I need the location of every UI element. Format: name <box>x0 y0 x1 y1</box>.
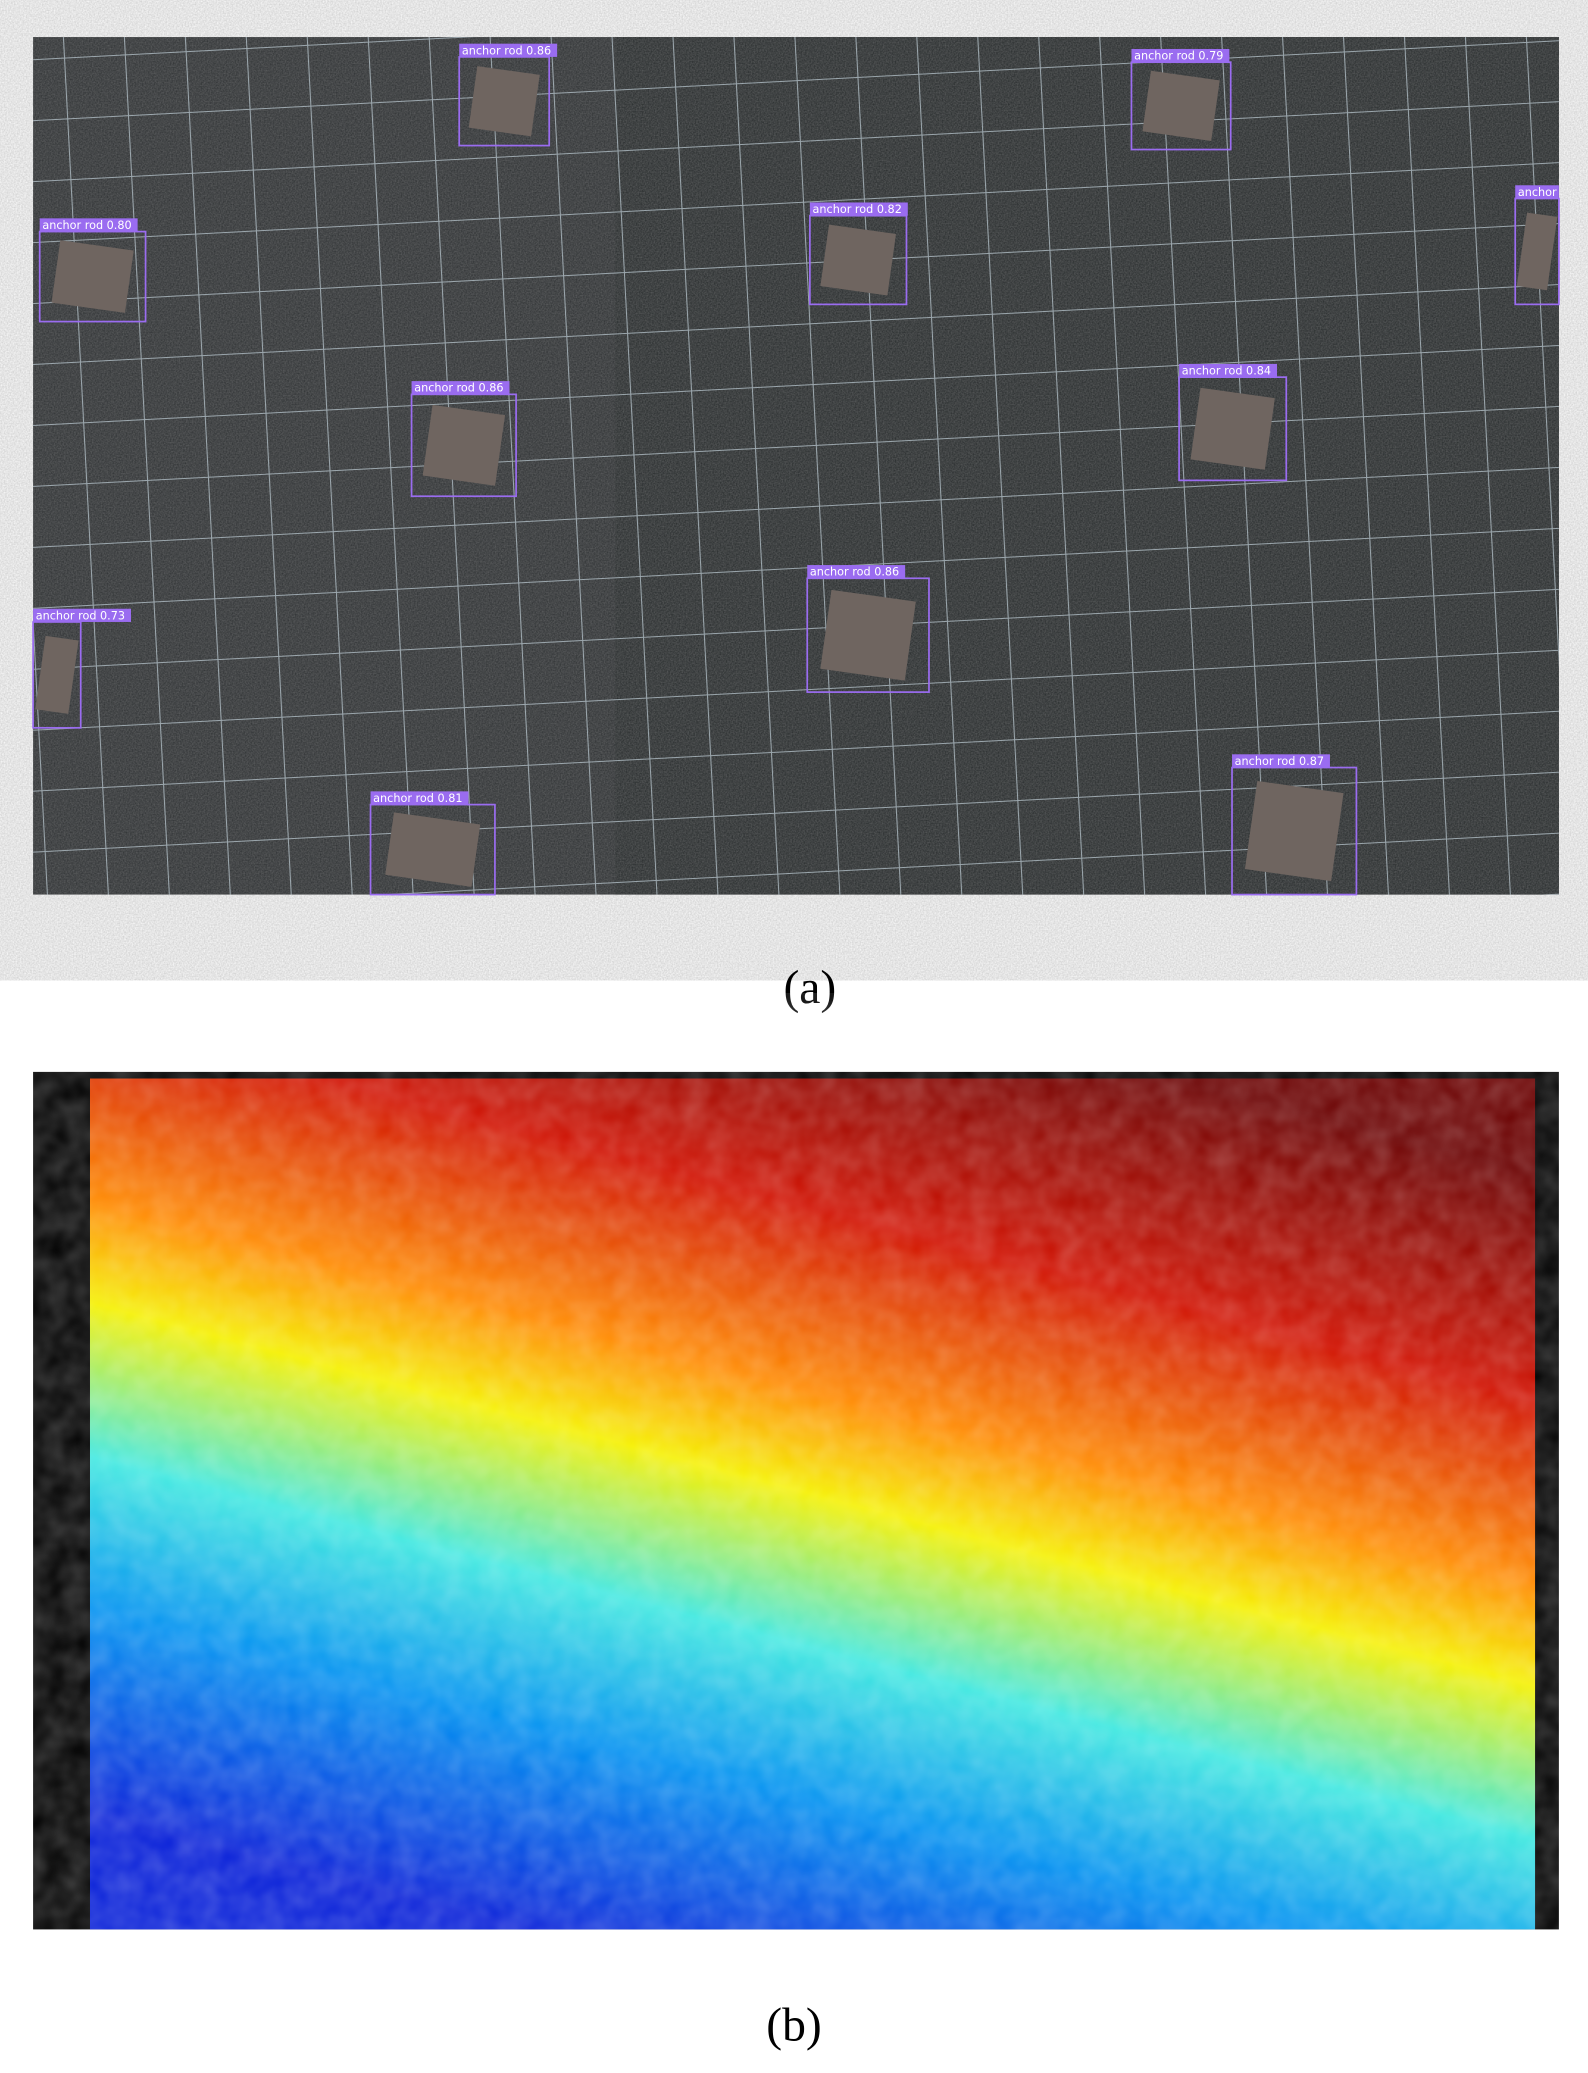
anchor-rod <box>820 589 916 681</box>
label-background <box>33 608 132 622</box>
photo-panel <box>33 37 1559 895</box>
anchor-rod <box>1190 387 1275 470</box>
detection-label: anchor rod 0.81 <box>373 792 462 805</box>
caption: (b) <box>766 2000 822 2052</box>
anchor-rod <box>385 812 481 887</box>
anchor-rod <box>35 635 79 714</box>
label-background <box>1131 48 1230 63</box>
anchor-rod <box>1142 70 1220 141</box>
anchor-rod <box>468 66 540 137</box>
label-background <box>39 218 138 232</box>
anchor-rod <box>422 404 506 486</box>
label-background <box>459 43 558 57</box>
depth-panel <box>33 1071 1559 1930</box>
label-background <box>809 202 908 216</box>
anchor-rod <box>820 224 896 296</box>
label-background <box>1232 754 1330 768</box>
label-background <box>1515 185 1559 199</box>
label-background <box>807 565 906 579</box>
detection-label: anchor <box>1518 186 1557 199</box>
detection-label: anchor rod 0.73 <box>36 609 125 622</box>
label-background <box>1179 363 1278 378</box>
caption: (a) <box>783 962 836 1014</box>
detection-label: anchor rod 0.86 <box>810 566 899 579</box>
label-background <box>370 791 469 805</box>
anchor-rod <box>1244 780 1344 882</box>
detection-label: anchor rod 0.87 <box>1235 755 1324 768</box>
detection-label: anchor rod 0.86 <box>462 44 551 57</box>
anchor-rod <box>1516 212 1558 291</box>
detection-label: anchor rod 0.82 <box>813 203 902 216</box>
label-background <box>411 381 510 395</box>
detection-label: anchor rod 0.84 <box>1182 365 1271 378</box>
detection-label: anchor rod 0.86 <box>414 382 503 395</box>
detections: anchor rod 0.86 anchor rod 0.79 anchor rod… <box>32 43 1560 896</box>
detection-label: anchor rod 0.79 <box>1134 50 1223 63</box>
anchor-rod <box>51 240 134 313</box>
detection-label: anchor rod 0.80 <box>42 219 131 232</box>
